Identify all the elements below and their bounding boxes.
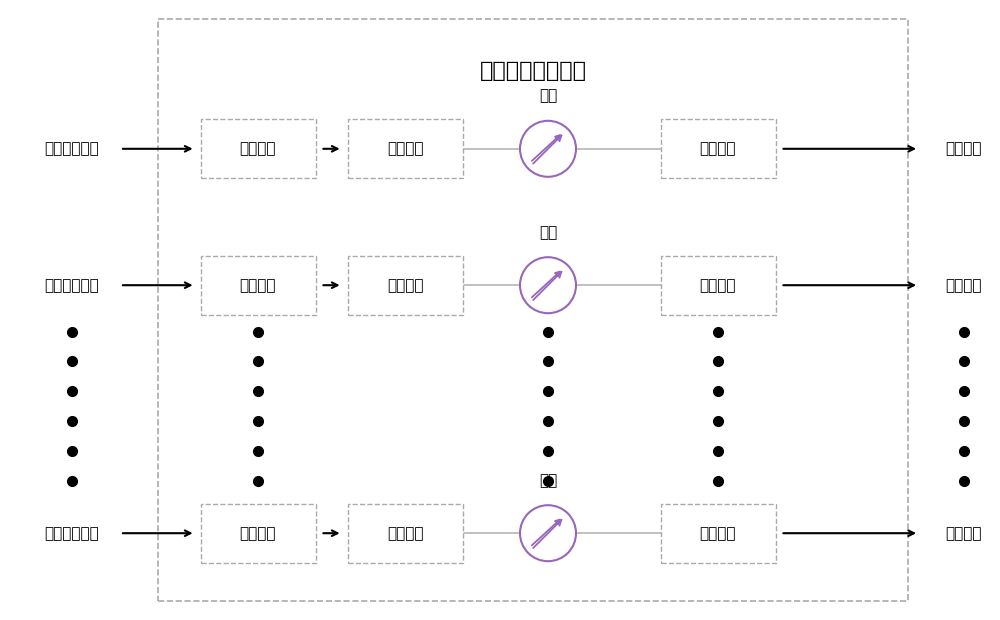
Bar xyxy=(660,255,776,314)
Text: 接收前端: 接收前端 xyxy=(240,278,276,293)
Text: 光接收机: 光接收机 xyxy=(700,526,736,541)
Bar xyxy=(348,503,463,563)
Bar xyxy=(200,119,316,179)
Text: 微波辐射信号: 微波辐射信号 xyxy=(45,278,99,293)
Bar xyxy=(158,19,908,601)
Text: 光发射机: 光发射机 xyxy=(387,526,423,541)
Bar xyxy=(348,255,463,314)
Text: 微波辐射信号: 微波辐射信号 xyxy=(45,141,99,156)
Text: 微波光子传输模块: 微波光子传输模块 xyxy=(480,61,586,81)
Text: 光纤: 光纤 xyxy=(539,473,557,488)
Text: 微波辐射信号: 微波辐射信号 xyxy=(45,526,99,541)
Bar xyxy=(348,119,463,179)
Text: 射频输出: 射频输出 xyxy=(946,278,982,293)
Bar xyxy=(200,255,316,314)
Text: 射频输出: 射频输出 xyxy=(946,141,982,156)
Bar xyxy=(660,119,776,179)
Text: 接收前端: 接收前端 xyxy=(240,526,276,541)
Text: 光接收机: 光接收机 xyxy=(700,141,736,156)
Text: 光发射机: 光发射机 xyxy=(387,278,423,293)
Text: 光纤: 光纤 xyxy=(539,89,557,104)
Text: 光发射机: 光发射机 xyxy=(387,141,423,156)
Bar xyxy=(200,503,316,563)
Text: 接收前端: 接收前端 xyxy=(240,141,276,156)
Text: 光接收机: 光接收机 xyxy=(700,278,736,293)
Text: 光纤: 光纤 xyxy=(539,225,557,240)
Text: 射频输出: 射频输出 xyxy=(946,526,982,541)
Bar xyxy=(660,503,776,563)
